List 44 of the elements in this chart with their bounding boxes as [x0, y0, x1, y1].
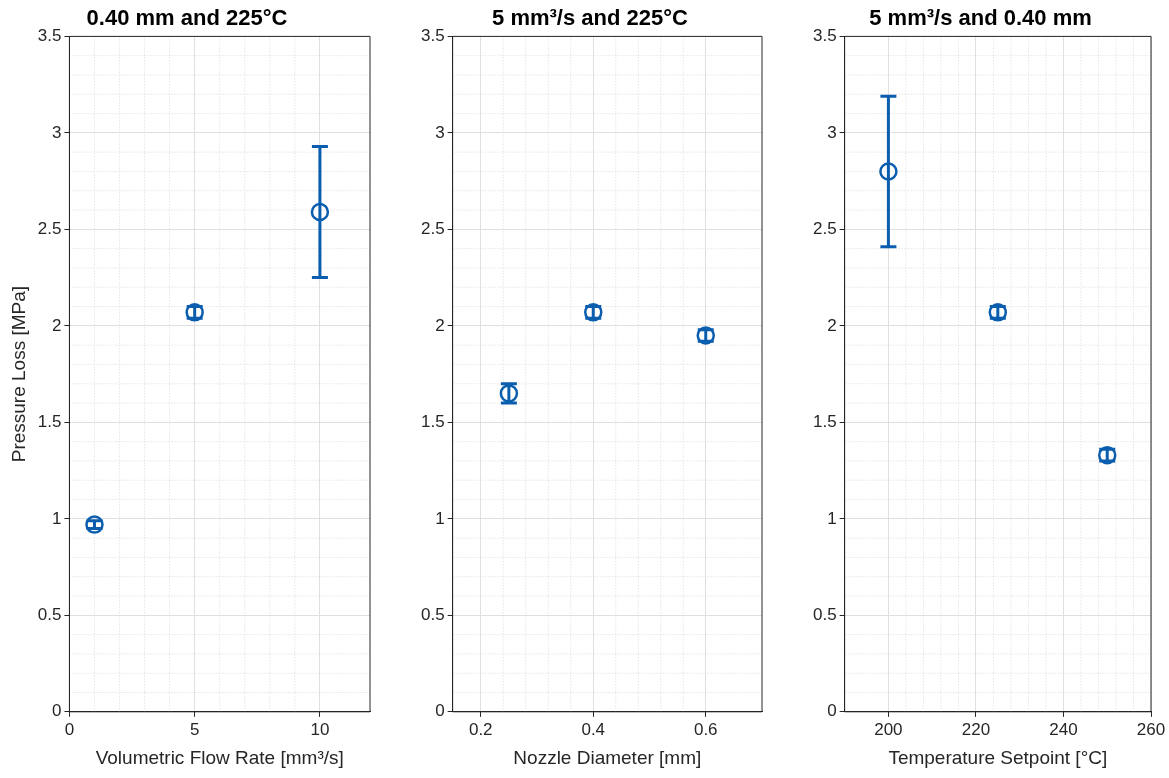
y-tick-label: 1.5: [420, 412, 445, 432]
y-tick-label: 2: [51, 315, 62, 335]
x-tick-label: 240: [1049, 719, 1078, 739]
x-tick-label: 260: [1136, 719, 1166, 739]
y-tick-label: 1: [827, 508, 837, 528]
y-tick-label: 0.5: [37, 605, 62, 624]
y-tick-label: 2: [435, 315, 445, 335]
x-tick-label: 200: [874, 719, 903, 739]
y-tick-label: 2.5: [812, 219, 837, 239]
y-tick-label: 3.5: [37, 26, 62, 46]
y-tick-label: 0: [827, 701, 837, 721]
y-tick-label: 0.5: [812, 605, 837, 624]
y-tick-label: 2.5: [420, 219, 445, 239]
y-tick-label: 0: [51, 701, 62, 721]
x-tick-label: 220: [961, 719, 991, 739]
x-tick-label: 5: [189, 719, 200, 739]
y-tick-label: 1: [51, 508, 62, 528]
y-tick-label: 3.5: [420, 26, 445, 46]
y-tick-label: 3.5: [812, 26, 837, 46]
y-tick-label: 2.5: [37, 219, 62, 239]
point: [879, 162, 898, 181]
x-tick-label: 10: [310, 719, 330, 739]
point: [85, 515, 104, 534]
x-tick-label: 0.2: [468, 719, 493, 739]
y-tick-label: 1.5: [812, 412, 837, 432]
x-tick-label: 0.6: [693, 719, 718, 739]
x-tick-label: 0.4: [581, 719, 606, 739]
chart-title: 0.40 mm and 225°C: [86, 5, 288, 31]
x-axis-title: Temperature Setpoint [°C]: [888, 746, 1108, 768]
y-tick-label: 3: [51, 122, 62, 142]
y-axis-title: Pressure Loss [MPa]: [7, 285, 29, 463]
x-tick-label: 0: [64, 719, 75, 739]
y-tick-label: 1.5: [37, 412, 62, 432]
chart-title: 5 mm³/s and 225°C: [492, 5, 689, 31]
y-tick-label: 0: [435, 701, 445, 721]
chart-title: 5 mm³/s and 0.40 mm: [869, 5, 1092, 31]
x-axis-title: Nozzle Diameter [mm]: [513, 746, 702, 768]
y-tick-label: 1: [435, 508, 445, 528]
point: [310, 202, 330, 222]
y-tick-label: 3: [435, 122, 445, 142]
y-tick-label: 3: [827, 122, 837, 142]
y-tick-label: 2: [827, 315, 837, 335]
x-axis-title: Volumetric Flow Rate [mm³/s]: [95, 746, 344, 768]
y-tick-label: 0.5: [420, 605, 445, 624]
